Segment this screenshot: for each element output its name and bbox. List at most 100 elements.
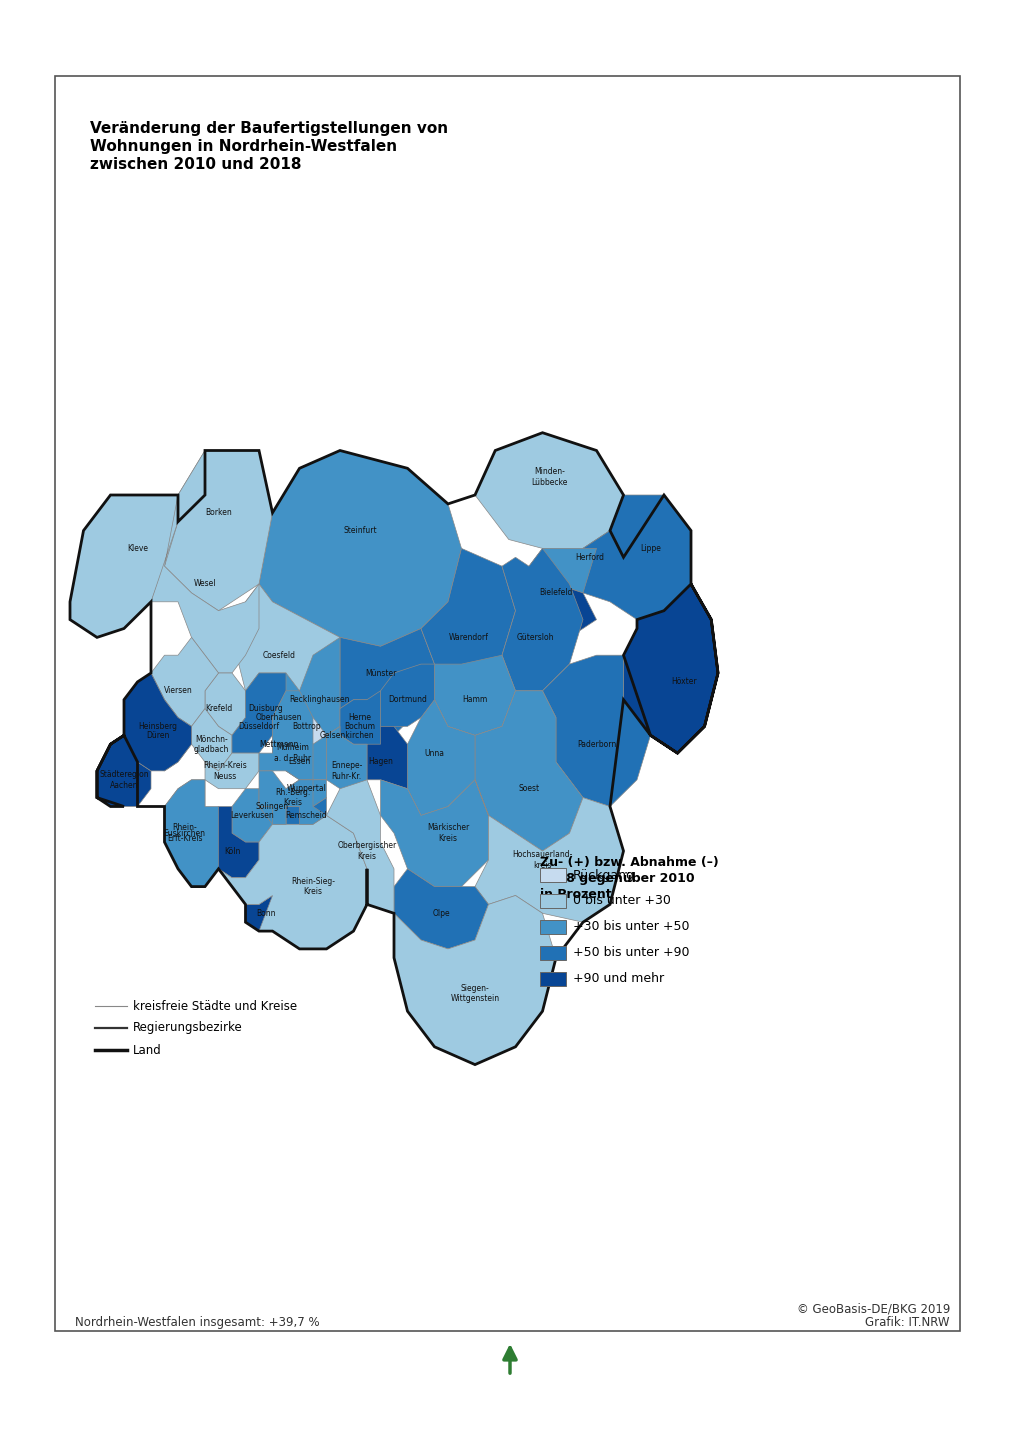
Text: Unna: Unna (424, 749, 444, 758)
Text: Städteregion
Aachen: Städteregion Aachen (99, 769, 149, 790)
Text: Rückgang: Rückgang (573, 869, 635, 882)
Polygon shape (259, 771, 326, 824)
Polygon shape (97, 735, 151, 807)
Text: Mettmann: Mettmann (259, 739, 299, 749)
Polygon shape (285, 798, 326, 824)
Text: Rh.-Berg.
Kreis: Rh.-Berg. Kreis (275, 788, 310, 807)
Text: zwischen 2010 und 2018: zwischen 2010 und 2018 (90, 157, 302, 171)
Text: Wohnungen in Nordrhein-Westfalen: Wohnungen in Nordrhein-Westfalen (90, 138, 396, 154)
Text: Oberbergischer
Kreis: Oberbergischer Kreis (337, 842, 396, 860)
Polygon shape (231, 788, 272, 842)
Text: +30 bis unter +50: +30 bis unter +50 (573, 921, 689, 934)
Polygon shape (205, 807, 259, 878)
Text: Wuppertal: Wuppertal (286, 784, 326, 793)
Polygon shape (623, 584, 717, 754)
Text: Münster: Münster (365, 669, 395, 677)
Text: Heinsberg: Heinsberg (139, 722, 177, 731)
Text: Viersen: Viersen (163, 686, 193, 696)
Polygon shape (124, 673, 192, 771)
Polygon shape (151, 637, 218, 726)
Text: Warendorf: Warendorf (448, 633, 488, 641)
Text: Leverkusen: Leverkusen (230, 811, 274, 820)
Polygon shape (205, 673, 246, 735)
Text: Hochsauerland-
kreis: Hochsauerland- kreis (512, 850, 572, 869)
Text: Köln: Köln (223, 846, 239, 856)
Text: Oberhausen: Oberhausen (256, 713, 303, 722)
Text: Solingen: Solingen (256, 803, 288, 811)
Polygon shape (475, 690, 583, 852)
Text: Herford: Herford (575, 553, 603, 562)
Text: kreisfreie Städte und Kreise: kreisfreie Städte und Kreise (132, 1000, 297, 1013)
Polygon shape (529, 549, 596, 637)
Text: Hamm: Hamm (462, 695, 487, 705)
Polygon shape (259, 788, 285, 824)
Text: Siegen-
Wittgenstein: Siegen- Wittgenstein (450, 984, 499, 1003)
Polygon shape (339, 690, 380, 744)
Polygon shape (124, 673, 192, 771)
Polygon shape (393, 869, 488, 950)
Bar (539, 867, 566, 882)
Text: Wesel: Wesel (194, 579, 216, 588)
Text: Remscheid: Remscheid (285, 811, 327, 820)
Text: Düsseldorf: Düsseldorf (238, 722, 279, 731)
Text: Düren: Düren (146, 731, 169, 739)
Text: Veränderung der Baufertigstellungen von: Veränderung der Baufertigstellungen von (90, 121, 447, 135)
Text: Bochum: Bochum (344, 722, 375, 731)
Text: Dortmund: Dortmund (387, 695, 427, 705)
Polygon shape (542, 656, 650, 807)
Text: 2018 gegenüber 2010: 2018 gegenüber 2010 (539, 872, 694, 885)
Polygon shape (218, 816, 367, 950)
Bar (539, 893, 566, 908)
Text: Bottrop: Bottrop (291, 722, 320, 731)
Text: Ennepe-
Ruhr-Kr.: Ennepe- Ruhr-Kr. (331, 761, 362, 781)
Polygon shape (246, 886, 285, 931)
Polygon shape (339, 700, 380, 726)
Text: © GeoBasis-DE/BKG 2019: © GeoBasis-DE/BKG 2019 (796, 1303, 949, 1316)
Polygon shape (393, 895, 555, 1065)
Polygon shape (205, 754, 259, 788)
Text: Grafik: IT.NRW: Grafik: IT.NRW (865, 1316, 949, 1329)
Bar (55, 76, 959, 1331)
Polygon shape (475, 432, 623, 549)
Polygon shape (151, 496, 259, 673)
Text: Recklinghausen: Recklinghausen (289, 695, 350, 705)
Polygon shape (408, 700, 475, 816)
Polygon shape (367, 726, 408, 788)
Polygon shape (339, 628, 434, 735)
Polygon shape (192, 709, 231, 771)
Text: Essen: Essen (288, 758, 311, 767)
Text: Rhein-Sieg-
Kreis: Rhein-Sieg- Kreis (290, 878, 334, 896)
Polygon shape (326, 726, 367, 788)
Text: Herne: Herne (348, 713, 371, 722)
Text: Olpe: Olpe (432, 909, 449, 918)
Polygon shape (164, 780, 218, 886)
Polygon shape (421, 549, 515, 709)
Polygon shape (300, 700, 326, 762)
Polygon shape (259, 451, 461, 647)
Polygon shape (300, 637, 367, 762)
Polygon shape (231, 584, 339, 718)
Text: Paderborn: Paderborn (577, 739, 615, 749)
Polygon shape (285, 780, 326, 807)
Text: Steinfurt: Steinfurt (343, 526, 377, 535)
Text: in Prozent: in Prozent (539, 888, 611, 901)
Text: Soest: Soest (518, 784, 539, 793)
Text: Märkischer
Kreis: Märkischer Kreis (427, 823, 469, 843)
Polygon shape (326, 780, 393, 914)
Polygon shape (272, 690, 313, 744)
Polygon shape (70, 451, 205, 637)
Text: Bielefeld: Bielefeld (539, 588, 572, 598)
Text: +90 und mehr: +90 und mehr (573, 973, 663, 986)
Text: Nordrhein-Westfalen insgesamt: +39,7 %: Nordrhein-Westfalen insgesamt: +39,7 % (75, 1316, 319, 1329)
Text: Rhein-Kreis
Neuss: Rhein-Kreis Neuss (203, 761, 247, 781)
Text: Coesfeld: Coesfeld (263, 651, 296, 660)
Polygon shape (475, 780, 623, 922)
Text: Rhein-
Erft-Kreis: Rhein- Erft-Kreis (167, 823, 203, 843)
Text: Land: Land (132, 1043, 162, 1056)
Polygon shape (542, 530, 623, 592)
Text: Krefeld: Krefeld (205, 705, 232, 713)
Text: Borken: Borken (205, 509, 231, 517)
Text: Bonn: Bonn (256, 909, 275, 918)
Polygon shape (164, 780, 218, 886)
Polygon shape (501, 549, 583, 690)
